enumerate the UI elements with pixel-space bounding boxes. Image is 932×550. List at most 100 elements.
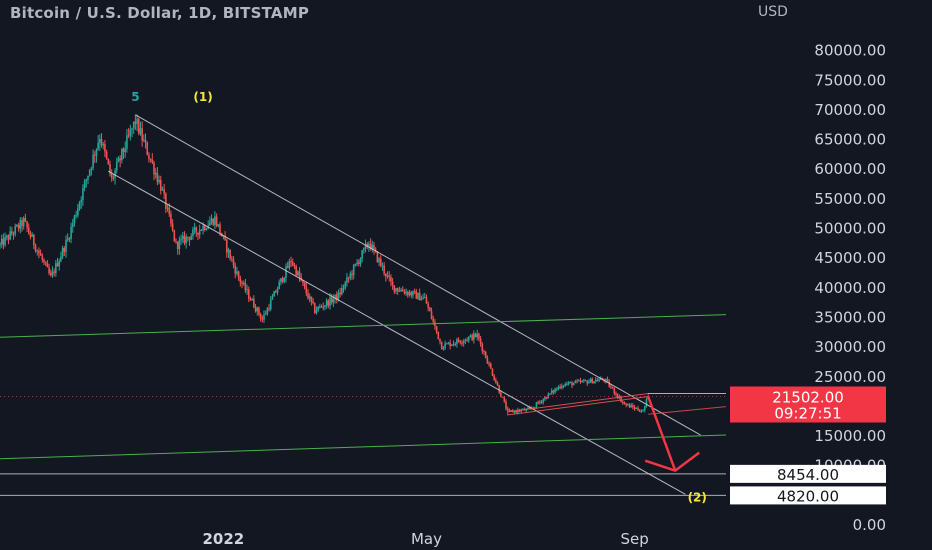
- candle-body: [24, 218, 27, 222]
- candle-body: [215, 216, 218, 226]
- candle-body: [506, 408, 509, 411]
- candle-body: [535, 402, 538, 408]
- candle-body: [225, 239, 228, 253]
- candle-body: [544, 397, 546, 400]
- candle-body: [378, 258, 380, 263]
- candle-body: [500, 392, 502, 397]
- candle-body: [275, 291, 277, 293]
- candle-body: [562, 385, 565, 387]
- candle-body: [44, 262, 47, 264]
- candle-body: [471, 335, 473, 340]
- candle-body: [315, 310, 318, 314]
- candle-body: [325, 300, 328, 306]
- candle-body: [429, 307, 431, 312]
- candle-body: [398, 290, 401, 292]
- candle-body: [456, 339, 458, 344]
- candle-body: [520, 409, 523, 412]
- projection-arrow-head: [644, 451, 700, 473]
- y-axis: 0.0010000.0015000.0020000.0025000.003000…: [814, 42, 886, 534]
- candle-body: [533, 407, 536, 409]
- candle-body: [209, 222, 211, 226]
- candle-body: [121, 148, 123, 161]
- candle-body: [616, 394, 619, 398]
- candle-body: [400, 289, 402, 292]
- candle-body: [554, 389, 556, 393]
- candle-body: [77, 208, 79, 216]
- candle-body: [339, 292, 341, 295]
- projection-arrow-shaft: [646, 396, 677, 472]
- candle-body: [87, 175, 89, 180]
- candle-body: [197, 232, 199, 235]
- candle-body: [476, 333, 479, 338]
- candle-body: [483, 351, 485, 353]
- candle-body: [393, 285, 396, 292]
- candle-body: [256, 307, 259, 312]
- candle-body: [405, 291, 407, 294]
- candle-body: [46, 263, 49, 268]
- candle-body: [481, 344, 484, 352]
- candle-body: [27, 227, 30, 234]
- candle-body: [232, 259, 235, 266]
- candle-body: [95, 148, 98, 156]
- candle-body: [122, 148, 125, 153]
- candle-body: [195, 227, 198, 233]
- candle-body: [75, 215, 77, 217]
- candle-body: [366, 244, 369, 248]
- candle-body: [418, 292, 421, 301]
- candle-body: [532, 407, 534, 409]
- candle-body: [503, 397, 506, 402]
- candle-body: [193, 227, 196, 230]
- candle-body: [124, 148, 127, 153]
- candle-body: [68, 238, 71, 240]
- candle-body: [335, 294, 338, 300]
- wave-label: (1): [193, 90, 212, 104]
- candle-body: [459, 341, 462, 343]
- candle-body: [229, 249, 231, 259]
- candle-body: [566, 383, 568, 385]
- candle-body: [484, 351, 487, 358]
- candle-body: [107, 158, 110, 164]
- candle-body: [488, 363, 490, 365]
- candle-body: [303, 282, 306, 287]
- candle-body: [83, 181, 86, 188]
- y-tick-label: 70000.00: [814, 101, 886, 119]
- candle-body: [165, 193, 167, 209]
- candle-body: [550, 390, 553, 394]
- candle-body: [166, 207, 169, 209]
- candle-body: [369, 243, 372, 250]
- candle-body: [38, 250, 40, 254]
- candle-body: [451, 344, 453, 347]
- candle-body: [625, 403, 627, 405]
- candle-body: [143, 139, 145, 141]
- candle-body: [65, 240, 67, 252]
- candle-body: [149, 158, 152, 160]
- candle-body: [642, 410, 644, 412]
- candle-body: [334, 294, 336, 300]
- candle-body: [449, 342, 451, 347]
- candle-body: [170, 213, 172, 224]
- candle-body: [188, 237, 191, 240]
- y-tick-label: 45000.00: [814, 249, 886, 267]
- candle-body: [576, 380, 578, 382]
- candle-body: [33, 234, 35, 246]
- candle-body: [491, 368, 494, 376]
- candle-body: [359, 258, 362, 264]
- candle-body: [187, 236, 189, 238]
- candle-body: [185, 236, 187, 244]
- candle-body: [444, 343, 446, 349]
- candle-body: [268, 308, 270, 310]
- candle-body: [605, 379, 607, 381]
- candle-body: [97, 142, 99, 149]
- candle-body: [479, 338, 482, 345]
- chart-title: Bitcoin / U.S. Dollar, 1D, BITSTAMP: [10, 4, 310, 22]
- candle-body: [464, 339, 467, 342]
- candle-body: [412, 291, 414, 296]
- candle-body: [105, 151, 108, 159]
- candle-body: [7, 235, 10, 240]
- candle-body: [635, 408, 638, 410]
- candle-body: [401, 289, 404, 292]
- candle-body: [137, 118, 140, 134]
- candle-body: [346, 277, 348, 283]
- candle-body: [420, 298, 423, 301]
